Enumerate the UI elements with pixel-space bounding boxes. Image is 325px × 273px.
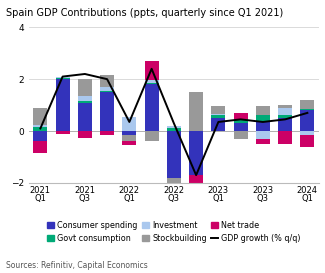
Bar (212, 118, 225, 131)
Bar (234, 123, 248, 131)
Bar (301, 109, 314, 110)
Bar (56, 131, 70, 134)
Bar (189, 175, 203, 188)
Bar (278, 131, 292, 144)
Text: Sources: Refinitiv, Capital Economics: Sources: Refinitiv, Capital Economics (6, 261, 148, 270)
Bar (278, 118, 292, 131)
Bar (33, 127, 47, 131)
Bar (167, 178, 181, 193)
Bar (167, 126, 181, 129)
Bar (123, 141, 136, 145)
Bar (33, 108, 47, 124)
Bar (56, 77, 70, 78)
Bar (145, 61, 159, 81)
Bar (78, 131, 92, 138)
Bar (167, 131, 181, 178)
Bar (100, 75, 114, 87)
Bar (256, 115, 270, 121)
Bar (123, 135, 136, 141)
Bar (123, 117, 136, 131)
Bar (78, 101, 92, 103)
Bar (234, 131, 248, 139)
Bar (301, 100, 314, 109)
Bar (100, 131, 114, 135)
Bar (234, 113, 248, 119)
Text: Spain GDP Contributions (ppts, quarterly since Q1 2021): Spain GDP Contributions (ppts, quarterly… (6, 8, 284, 18)
Bar (301, 131, 314, 135)
Bar (189, 92, 203, 131)
Bar (123, 131, 136, 135)
Bar (167, 129, 181, 131)
Bar (33, 131, 47, 141)
Bar (145, 81, 159, 83)
Bar (256, 131, 270, 139)
Bar (145, 83, 159, 84)
Bar (278, 115, 292, 118)
Bar (256, 139, 270, 144)
Bar (100, 92, 114, 131)
Bar (278, 105, 292, 108)
Bar (278, 108, 292, 115)
Bar (145, 131, 159, 141)
Bar (189, 131, 203, 175)
Legend: Consumer spending, Govt consumption, Investment, Stockbuilding, Net trade, GDP g: Consumer spending, Govt consumption, Inv… (47, 221, 301, 243)
Bar (256, 121, 270, 131)
Bar (56, 78, 70, 79)
Bar (78, 103, 92, 131)
Bar (256, 106, 270, 115)
Bar (212, 114, 225, 115)
Bar (33, 124, 47, 127)
Bar (301, 110, 314, 131)
Bar (56, 79, 70, 131)
Bar (78, 79, 92, 96)
Bar (212, 115, 225, 118)
Bar (78, 96, 92, 101)
Bar (234, 119, 248, 123)
Bar (167, 193, 181, 207)
Bar (145, 84, 159, 131)
Bar (33, 141, 47, 153)
Bar (100, 87, 114, 91)
Bar (212, 106, 225, 114)
Bar (100, 91, 114, 92)
Bar (301, 135, 314, 147)
